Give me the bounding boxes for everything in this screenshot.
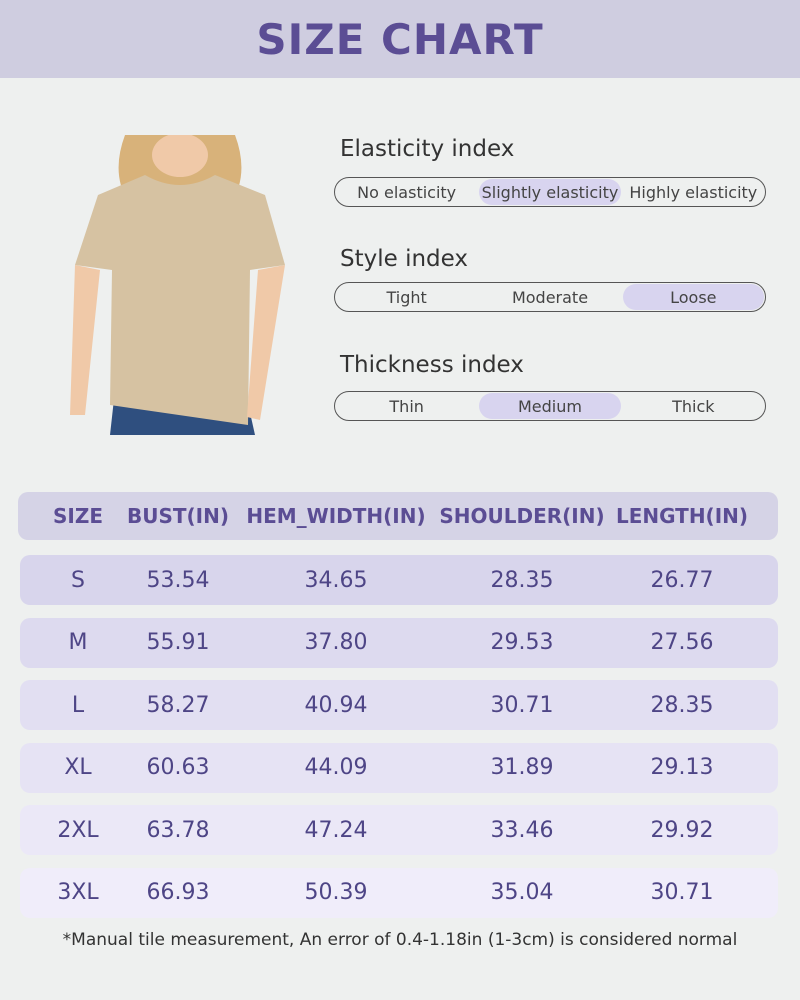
table-cell: 29.13 — [650, 755, 714, 780]
table-cell: 26.77 — [650, 567, 714, 593]
index-label: Elasticity index — [340, 136, 515, 162]
index-option: Tight — [386, 287, 427, 307]
index-option: Thick — [672, 396, 715, 416]
header: SIZE CHART — [0, 0, 800, 78]
table-row: L 58.27 40.94 30.71 28.35 — [20, 680, 778, 730]
table-row: 2XL 63.78 47.24 33.46 29.92 — [20, 805, 778, 855]
table-row: 3XL 66.93 50.39 35.04 30.71 — [20, 867, 778, 918]
column-header: BUST(IN) — [127, 504, 229, 528]
index-option: Loose — [622, 284, 764, 310]
table-cell: 37.80 — [304, 630, 368, 655]
table-row: M 55.91 37.80 29.53 27.56 — [20, 617, 778, 668]
table-cell: 3XL — [57, 880, 99, 905]
table-cell: 63.78 — [146, 817, 210, 843]
table-cell: 34.65 — [304, 567, 368, 593]
index-scale: No elasticity Slightly elasticity Highly e… — [334, 177, 766, 207]
table-cell: 29.92 — [650, 817, 714, 843]
table-cell: 50.39 — [304, 880, 368, 905]
table-cell: XL — [64, 755, 92, 780]
table-cell: 55.91 — [146, 630, 210, 655]
table-cell: 53.54 — [146, 567, 210, 593]
index-option: Slightly elasticity — [479, 179, 621, 205]
table-cell: S — [71, 567, 85, 593]
product-image — [70, 135, 290, 440]
table-cell: 30.71 — [490, 692, 554, 718]
column-header: LENGTH(IN) — [615, 504, 749, 528]
index-option: Medium — [479, 393, 621, 419]
table-cell: L — [71, 692, 85, 718]
index-option: Moderate — [511, 287, 589, 307]
index-scale: Tight Moderate Loose — [334, 282, 766, 312]
table-cell: 2XL — [57, 817, 99, 843]
table-cell: 40.94 — [304, 692, 368, 718]
index-scale: Thin Medium Thick — [334, 391, 766, 421]
table-cell: 60.63 — [146, 755, 210, 780]
header-row: SIZE BUST(IN) HEM_WIDTH(IN) SHOULDER(IN) LEN… — [18, 492, 778, 540]
table-cell: 58.27 — [146, 692, 210, 718]
table-cell: 27.56 — [650, 630, 714, 655]
table-cell: 33.46 — [490, 817, 554, 843]
table-cell: 44.09 — [304, 755, 368, 780]
table-cell: 66.93 — [146, 880, 210, 905]
index-label: Style index — [340, 246, 469, 272]
table-cell: 28.35 — [650, 692, 714, 718]
table-cell: 30.71 — [650, 880, 714, 905]
column-header: SHOULDER(IN) — [439, 504, 605, 528]
table-cell: 35.04 — [490, 880, 554, 905]
title: SIZE CHART — [256, 14, 544, 64]
footnote: *Manual tile measurement, An error of 0.… — [62, 930, 738, 950]
column-header: HEM_WIDTH(IN) — [246, 504, 426, 528]
table-cell: 29.53 — [490, 630, 554, 655]
table-row: S 53.54 34.65 28.35 26.77 — [20, 555, 778, 605]
column-header: SIZE — [52, 504, 104, 528]
index-label: Thickness index — [340, 352, 524, 378]
table-row: XL 60.63 44.09 31.89 29.13 — [20, 742, 778, 793]
index-option: No elasticity — [357, 182, 457, 202]
table-cell: 47.24 — [304, 817, 368, 843]
index-option: Highly elasticity — [629, 182, 758, 202]
index-option: Thin — [389, 396, 424, 416]
table-cell: 28.35 — [490, 567, 554, 593]
table-cell: 31.89 — [490, 755, 554, 780]
table-cell: M — [68, 630, 88, 655]
